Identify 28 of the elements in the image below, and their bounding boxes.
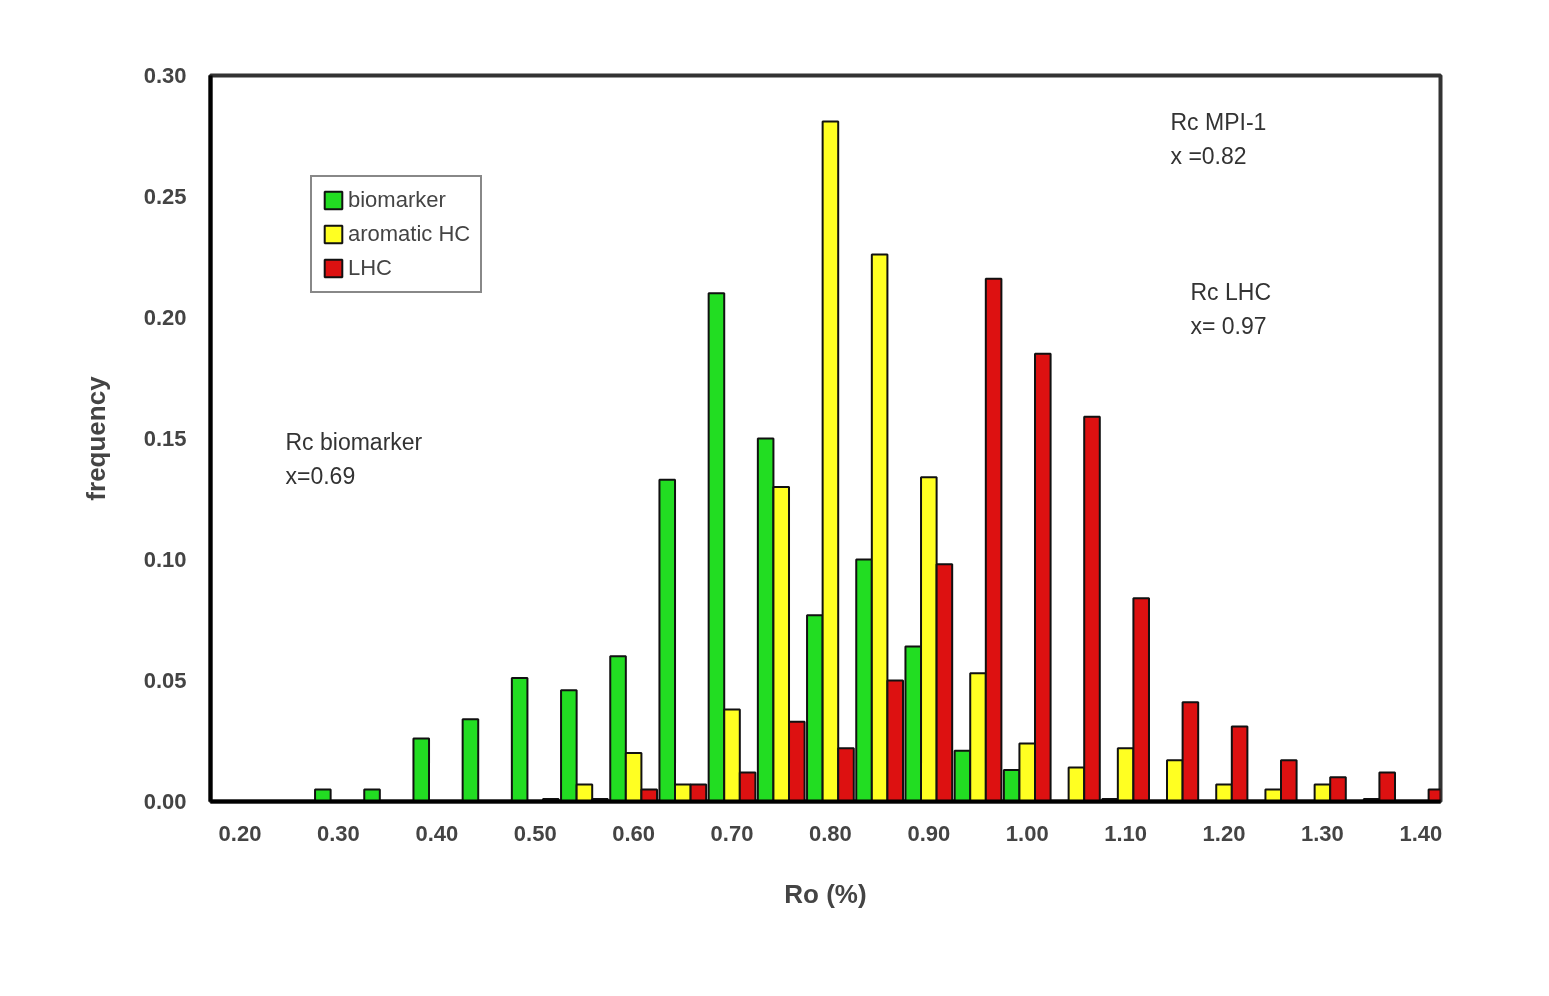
x-tick-label: 1.40	[1399, 820, 1443, 846]
annotation: Rc biomarker x=0.69	[285, 428, 423, 489]
x-axis-title: Ro (%)	[784, 878, 867, 909]
annotation: Rc LHC x= 0.97	[1190, 278, 1272, 339]
x-tick-label: 1.00	[1005, 820, 1049, 846]
x-tick-label: 0.90	[907, 820, 951, 846]
y-tick-label: 0.20	[143, 305, 187, 330]
x-tick-label: 0.20	[218, 820, 262, 846]
x-tick-label: 0.40	[415, 820, 459, 846]
y-tick-label: 0.30	[143, 63, 187, 88]
x-tick-label: 0.80	[809, 820, 852, 846]
x-tick-label: 0.60	[612, 820, 656, 846]
x-tick-label: 0.70	[710, 820, 754, 846]
x-tick-label: 0.50	[513, 820, 557, 846]
x-tick-label: 0.30	[317, 820, 360, 846]
legend-label: aromatic HC	[348, 221, 471, 247]
x-tick-label: 1.30	[1301, 820, 1344, 846]
y-tick-label: 0.15	[143, 426, 187, 451]
y-tick-label: 0.25	[143, 184, 187, 209]
x-tick-label: 1.20	[1202, 820, 1246, 846]
x-tick-label: 1.10	[1104, 820, 1148, 846]
y-tick-label: 0.05	[143, 668, 187, 693]
legend-label: biomarker	[348, 187, 446, 213]
y-axis-title: frequency	[80, 375, 111, 501]
y-tick-label: 0.10	[143, 547, 187, 572]
legend-label: LHC	[348, 255, 393, 281]
y-tick-label: 0.00	[143, 789, 187, 814]
annotation: Rc MPI-1 x =0.82	[1170, 108, 1267, 169]
